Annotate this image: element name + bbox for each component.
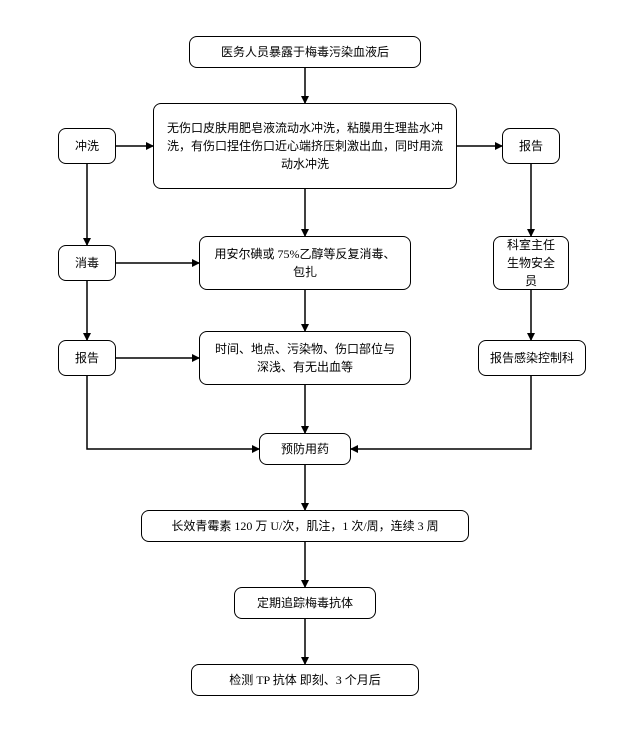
edge-n9-n11 <box>87 376 259 449</box>
flowchart-node-n6: 消毒 <box>58 245 116 281</box>
flowchart-node-n9: 报告 <box>58 340 116 376</box>
node-label: 长效青霉素 120 万 U/次，肌注，1 次/周，连续 3 周 <box>171 517 438 535</box>
edge-n10-n11 <box>351 376 531 449</box>
node-label: 定期追踪梅毒抗体 <box>257 594 353 612</box>
node-label: 无伤口皮肤用肥皂液流动水冲洗，粘膜用生理盐水冲洗，有伤口捏住伤口近心端挤压刺激出… <box>164 119 446 173</box>
flowchart-node-n3: 冲洗 <box>58 128 116 164</box>
node-label: 用安尔碘或 75%乙醇等反复消毒、包扎 <box>210 245 400 281</box>
flowchart-node-n13: 定期追踪梅毒抗体 <box>234 587 376 619</box>
flowchart-node-n2: 无伤口皮肤用肥皂液流动水冲洗，粘膜用生理盐水冲洗，有伤口捏住伤口近心端挤压刺激出… <box>153 103 457 189</box>
flowchart-node-n1: 医务人员暴露于梅毒污染血液后 <box>189 36 421 68</box>
node-label: 预防用药 <box>281 440 329 458</box>
flowchart-node-n5: 用安尔碘或 75%乙醇等反复消毒、包扎 <box>199 236 411 290</box>
flowchart-node-n8: 时间、地点、污染物、伤口部位与深浅、有无出血等 <box>199 331 411 385</box>
flowchart-node-n14: 检测 TP 抗体 即刻、3 个月后 <box>191 664 419 696</box>
node-label: 检测 TP 抗体 即刻、3 个月后 <box>229 671 381 689</box>
flowchart-node-n12: 长效青霉素 120 万 U/次，肌注，1 次/周，连续 3 周 <box>141 510 469 542</box>
node-label: 时间、地点、污染物、伤口部位与深浅、有无出血等 <box>210 340 400 376</box>
node-label: 医务人员暴露于梅毒污染血液后 <box>221 43 389 61</box>
node-label: 冲洗 <box>75 137 99 155</box>
flowchart-node-n11: 预防用药 <box>259 433 351 465</box>
node-label: 报告 <box>519 137 543 155</box>
node-label: 报告感染控制科 <box>490 349 574 367</box>
flowchart-node-n4: 报告 <box>502 128 560 164</box>
node-label: 科室主任 生物安全员 <box>504 236 558 290</box>
flowchart-node-n10: 报告感染控制科 <box>478 340 586 376</box>
node-label: 报告 <box>75 349 99 367</box>
node-label: 消毒 <box>75 254 99 272</box>
flowchart-node-n7: 科室主任 生物安全员 <box>493 236 569 290</box>
